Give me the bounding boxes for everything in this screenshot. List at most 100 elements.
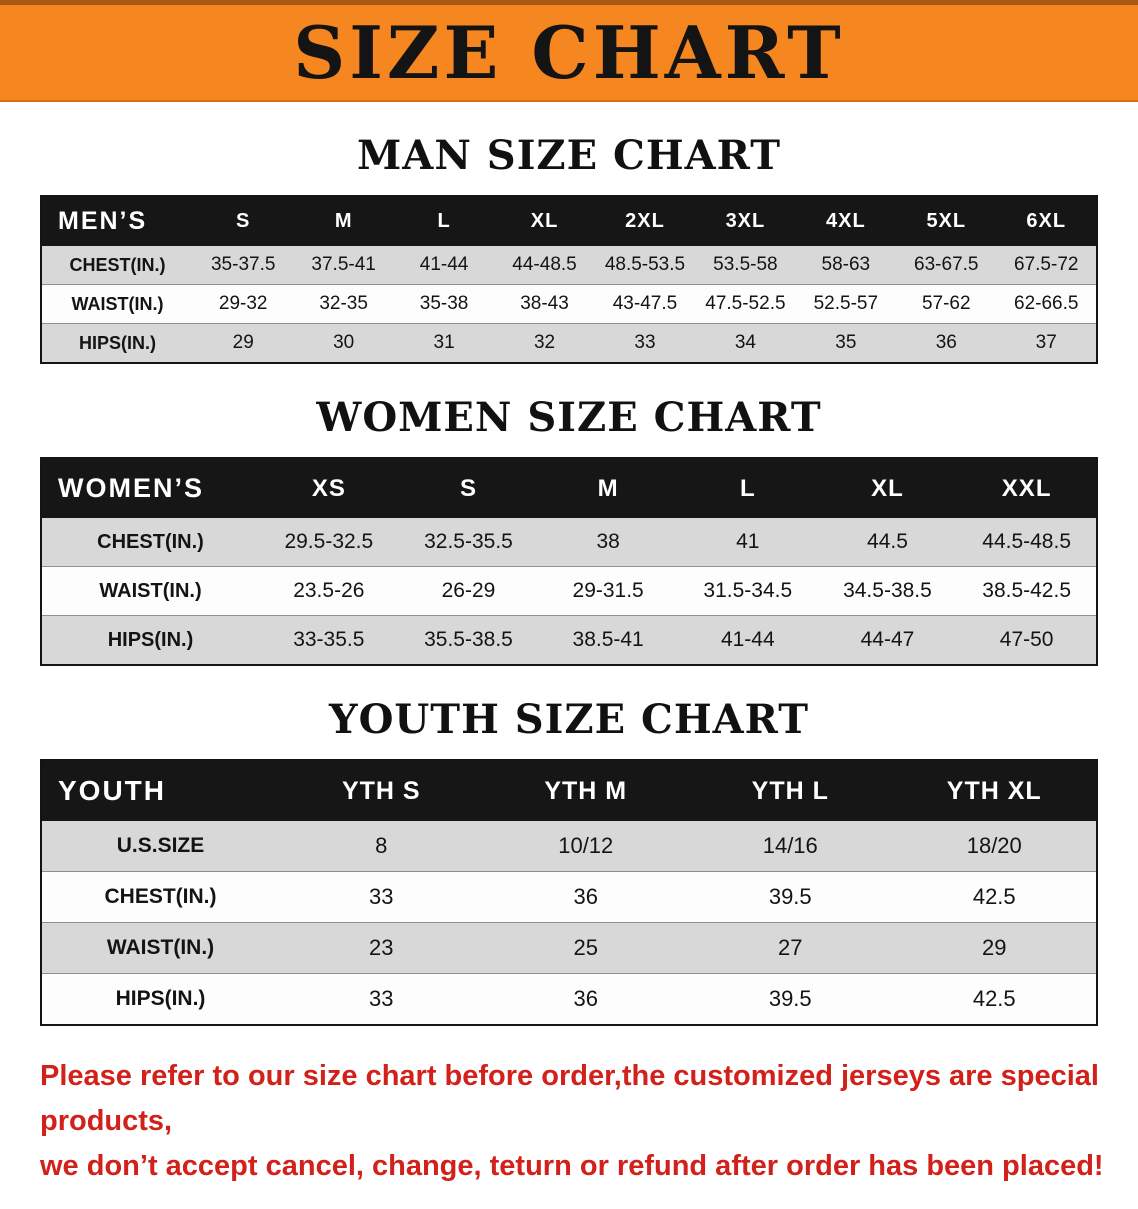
measurement-row: CHEST(IN.) 35-37.5 37.5-41 41-44 44-48.5 48.5…: [41, 246, 1097, 285]
size-value-cell: 44.5: [867, 530, 908, 553]
size-header-cell: L: [739, 474, 756, 502]
size-value-cell: 29-32: [218, 293, 268, 314]
size-value-cell: 39.5: [768, 986, 812, 1011]
row-label-cell: CHEST(IN.): [97, 530, 204, 553]
size-value-cell: 31.5-34.5: [703, 579, 793, 602]
size-value-cell: 39.5: [768, 884, 812, 909]
size-header-cell: 6XL: [1026, 210, 1067, 232]
measurement-row: WAIST(IN.) 29-32 32-35 35-38 38-43 43-47.5 47.…: [41, 284, 1097, 324]
size-header-cell: 2XL: [625, 210, 665, 232]
size-header-cell: M: [334, 210, 353, 232]
size-value-cell: 36: [573, 986, 598, 1011]
size-header-cell: YTH S: [341, 776, 421, 805]
size-value-cell: 38-43: [520, 293, 569, 314]
size-value-cell: 41-44: [419, 254, 469, 275]
men-size-section: MAN SIZE CHART MEN’S S M L XL 2XL 3XL 4XL 5XL 6XL…: [0, 132, 1138, 364]
size-value-cell: 25: [573, 935, 598, 960]
size-value-cell: 43-47.5: [612, 293, 678, 314]
size-value-cell: 29.5-32.5: [284, 530, 374, 553]
size-value-cell: 38.5-42.5: [982, 579, 1072, 602]
table-body: CHEST(IN.) 35-37.5 37.5-41 41-44 44-48.5 48.5…: [41, 246, 1097, 363]
size-value-cell: 35-38: [419, 293, 469, 314]
row-label-cell: WAIST(IN.): [71, 293, 164, 314]
size-value-cell: 27: [778, 935, 803, 960]
size-value-cell: 41: [736, 530, 760, 553]
size-value-cell: 47-50: [999, 628, 1054, 651]
size-value-cell: 44-47: [860, 628, 915, 651]
size-value-cell: 63-67.5: [914, 254, 979, 275]
table-head: MEN’S S M L XL 2XL 3XL 4XL 5XL 6XL: [41, 196, 1097, 246]
measurement-row: WAIST(IN.) 23 25 27 29: [41, 922, 1097, 974]
size-value-cell: 33-35.5: [293, 628, 365, 651]
row-label-cell: HIPS(IN.): [107, 628, 194, 651]
table-body: CHEST(IN.) 29.5-32.5 32.5-35.5 38 41 44.5 44.5…: [41, 518, 1097, 665]
women-section-heading: WOMEN SIZE CHART: [316, 394, 822, 441]
size-header-cell: YTH XL: [946, 776, 1042, 805]
measurement-row: HIPS(IN.) 33 36 39.5 42.5: [41, 973, 1097, 1025]
men-section-heading: MAN SIZE CHART: [357, 132, 781, 179]
banner: SIZE CHART: [0, 0, 1138, 102]
size-value-cell: 47.5-52.5: [705, 293, 786, 314]
size-value-cell: 32: [533, 332, 556, 353]
size-value-cell: 35: [835, 332, 857, 353]
table-head: WOMEN’S XS S M L XL XXL: [41, 458, 1097, 518]
size-value-cell: 42.5: [972, 986, 1016, 1011]
youth-section-heading: YOUTH SIZE CHART: [329, 696, 809, 743]
table-title-cell: MEN’S: [58, 207, 148, 235]
size-value-cell: 58-63: [821, 254, 871, 275]
size-value-cell: 31: [433, 332, 455, 353]
women-size-table: WOMEN’S XS S M L XL XXL CHEST(IN.) 29.5-32.5 32.5…: [40, 457, 1098, 666]
size-header-cell: S: [236, 210, 251, 232]
table-body: U.S.SIZE 8 10/12 14/16 18/20 CHEST(IN.) 33 36 39…: [41, 821, 1097, 1025]
men-size-table: MEN’S S M L XL 2XL 3XL 4XL 5XL 6XL CHEST(IN.) 35-37…: [40, 195, 1098, 364]
size-value-cell: 38.5-41: [572, 628, 644, 651]
size-header-cell: L: [437, 210, 451, 232]
size-header-cell: XL: [530, 210, 559, 232]
row-label-cell: CHEST(IN.): [104, 885, 217, 908]
size-value-cell: 32-35: [319, 293, 368, 314]
row-label-cell: WAIST(IN.): [99, 579, 202, 602]
size-value-cell: 37.5-41: [311, 254, 376, 275]
size-value-cell: 36: [935, 332, 957, 353]
size-value-cell: 67.5-72: [1014, 254, 1079, 275]
size-value-cell: 44-48.5: [512, 254, 577, 275]
size-header-cell: 4XL: [826, 210, 866, 232]
header-row: YOUTH YTH S YTH M YTH L YTH XL: [41, 760, 1097, 821]
size-value-cell: 29: [982, 935, 1007, 960]
size-value-cell: 35-37.5: [210, 254, 276, 275]
size-value-cell: 10/12: [558, 833, 614, 858]
size-header-cell: 5XL: [926, 210, 967, 232]
row-label-cell: HIPS(IN.): [115, 987, 206, 1010]
women-size-section: WOMEN SIZE CHART WOMEN’S XS S M L XL XXL CHEST(…: [0, 394, 1138, 666]
measurement-row: U.S.SIZE 8 10/12 14/16 18/20: [41, 821, 1097, 872]
size-header-cell: S: [459, 474, 477, 502]
header-row: MEN’S S M L XL 2XL 3XL 4XL 5XL 6XL: [41, 196, 1097, 246]
table-head: YOUTH YTH S YTH M YTH L YTH XL: [41, 760, 1097, 821]
size-header-cell: XXL: [1001, 474, 1052, 502]
size-value-cell: 33: [369, 884, 394, 909]
order-notice: Please refer to our size chart before or…: [40, 1054, 1118, 1189]
row-label-cell: CHEST(IN.): [69, 254, 166, 275]
size-value-cell: 33: [369, 986, 394, 1011]
size-value-cell: 36: [573, 884, 598, 909]
size-value-cell: 33: [634, 332, 656, 353]
size-value-cell: 38: [596, 530, 620, 553]
size-header-cell: XS: [311, 474, 346, 502]
size-value-cell: 41-44: [720, 628, 775, 651]
size-value-cell: 23: [369, 935, 394, 960]
page-title: SIZE CHART: [293, 9, 845, 95]
header-row: WOMEN’S XS S M L XL XXL: [41, 458, 1097, 518]
size-header-cell: M: [597, 474, 619, 502]
youth-size-section: YOUTH SIZE CHART YOUTH YTH S YTH M YTH L YTH…: [0, 696, 1138, 1026]
table-title-cell: YOUTH: [58, 775, 166, 806]
size-value-cell: 32.5-35.5: [424, 530, 513, 553]
row-label-cell: WAIST(IN.): [106, 936, 215, 959]
size-value-cell: 29-31.5: [572, 579, 644, 602]
size-value-cell: 23.5-26: [293, 579, 365, 602]
size-value-cell: 30: [333, 332, 355, 353]
size-value-cell: 62-66.5: [1014, 293, 1079, 314]
size-value-cell: 29: [232, 332, 254, 353]
size-value-cell: 57-62: [921, 293, 971, 314]
size-value-cell: 8: [375, 833, 388, 858]
